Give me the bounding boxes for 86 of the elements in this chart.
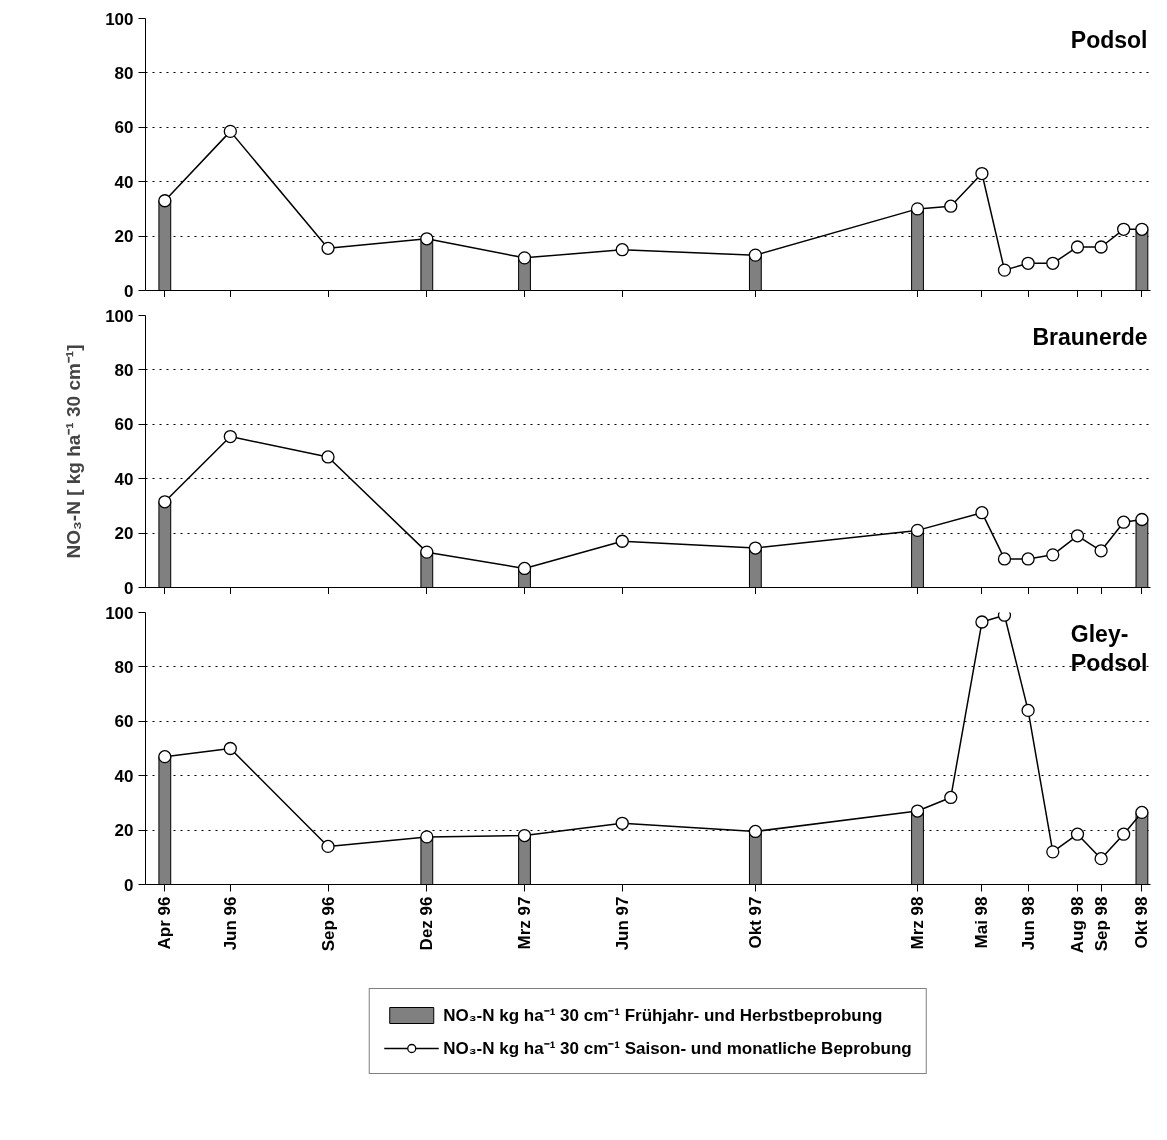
y-tick-label: 100 xyxy=(105,306,134,326)
y-tick-label: 80 xyxy=(114,360,134,380)
point xyxy=(1094,240,1108,254)
x-tick-label: Dez 96 xyxy=(417,896,437,951)
point xyxy=(975,506,989,520)
x-tick-label: Jun 96 xyxy=(220,896,240,951)
y-tick-label: 20 xyxy=(114,524,134,544)
x-tick-label: Mrz 98 xyxy=(908,896,927,950)
point xyxy=(1117,222,1131,236)
x-tick-label: Aug 98 xyxy=(1067,896,1087,954)
x-tick-label: Sep 98 xyxy=(1091,896,1111,952)
point xyxy=(158,495,172,509)
y-tick-label: 100 xyxy=(105,603,134,623)
text: Gley- Podsol xyxy=(1070,620,1148,677)
point xyxy=(1021,256,1035,270)
y-tick-label: 100 xyxy=(105,9,134,29)
point xyxy=(158,194,172,208)
point xyxy=(975,615,989,629)
point xyxy=(1021,552,1035,566)
point xyxy=(158,750,172,764)
y-tick-label: 0 xyxy=(124,875,134,895)
point xyxy=(1117,827,1131,841)
point xyxy=(1046,548,1060,562)
point xyxy=(910,202,925,216)
point xyxy=(321,241,335,255)
y-tick-label: 0 xyxy=(124,578,134,598)
point xyxy=(1046,845,1060,859)
point xyxy=(615,816,629,830)
point xyxy=(517,828,532,843)
point xyxy=(748,248,763,262)
point xyxy=(615,534,629,548)
point xyxy=(944,790,958,805)
y-tick-label: 60 xyxy=(114,712,134,732)
chart-title: Podsol xyxy=(1070,26,1148,53)
point xyxy=(975,166,989,181)
y-tick-label: 40 xyxy=(114,469,134,489)
point xyxy=(517,251,532,265)
point xyxy=(1117,515,1131,529)
point xyxy=(1070,529,1085,543)
legend-label: NO₃-N kg ha⁻¹ 30 cm⁻¹ Saison- und monatliche Beprobung xyxy=(443,1038,912,1059)
point xyxy=(748,824,763,839)
y-tick-label: 40 xyxy=(114,172,134,192)
point xyxy=(420,232,434,246)
point xyxy=(223,741,237,756)
point xyxy=(944,199,958,213)
x-tick-label: Okt 98 xyxy=(1132,896,1152,949)
y-tick-label: 40 xyxy=(114,766,134,786)
point xyxy=(1070,827,1085,841)
point xyxy=(1135,222,1149,236)
point xyxy=(910,523,925,538)
point xyxy=(1135,805,1149,820)
legend-label: NO₃-N kg ha⁻¹ 30 cm⁻¹ Frühjahr- und Herbstbeprobung xyxy=(443,1005,883,1026)
point xyxy=(420,830,434,844)
point xyxy=(223,429,237,444)
chart-title: Braunerde xyxy=(1032,323,1148,350)
point xyxy=(1094,544,1108,558)
y-tick-label: 80 xyxy=(114,657,134,677)
point xyxy=(223,124,237,139)
y-tick-label: 80 xyxy=(114,63,134,83)
point xyxy=(615,243,629,257)
x-tick-label: Jun 98 xyxy=(1018,896,1038,951)
x-tick-label: Apr 96 xyxy=(155,896,175,950)
point xyxy=(321,839,335,854)
y-tick-label: 60 xyxy=(114,118,134,138)
point xyxy=(1046,256,1060,270)
point xyxy=(997,552,1012,566)
y-axis-title: NO₃-N [ kg ha⁻¹ 30 cm⁻¹] xyxy=(63,344,85,559)
x-tick-label: Mrz 97 xyxy=(515,896,535,950)
x-tick-label: Sep 96 xyxy=(318,896,338,952)
point xyxy=(1094,852,1108,866)
point xyxy=(321,450,335,464)
y-tick-label: 20 xyxy=(114,821,134,841)
x-tick-label: Jun 97 xyxy=(612,896,632,951)
point xyxy=(997,263,1012,277)
y-tick-label: 20 xyxy=(114,227,134,247)
point xyxy=(1070,240,1085,254)
point xyxy=(748,541,763,555)
point xyxy=(910,804,925,818)
point xyxy=(1021,703,1035,718)
x-tick-label: Okt 97 xyxy=(745,896,765,949)
y-tick-label: 60 xyxy=(114,415,134,435)
y-tick-label: 0 xyxy=(124,281,134,301)
point xyxy=(1135,512,1149,527)
point xyxy=(517,561,532,576)
x-tick-label: Mai 98 xyxy=(972,896,992,949)
point xyxy=(420,545,434,559)
